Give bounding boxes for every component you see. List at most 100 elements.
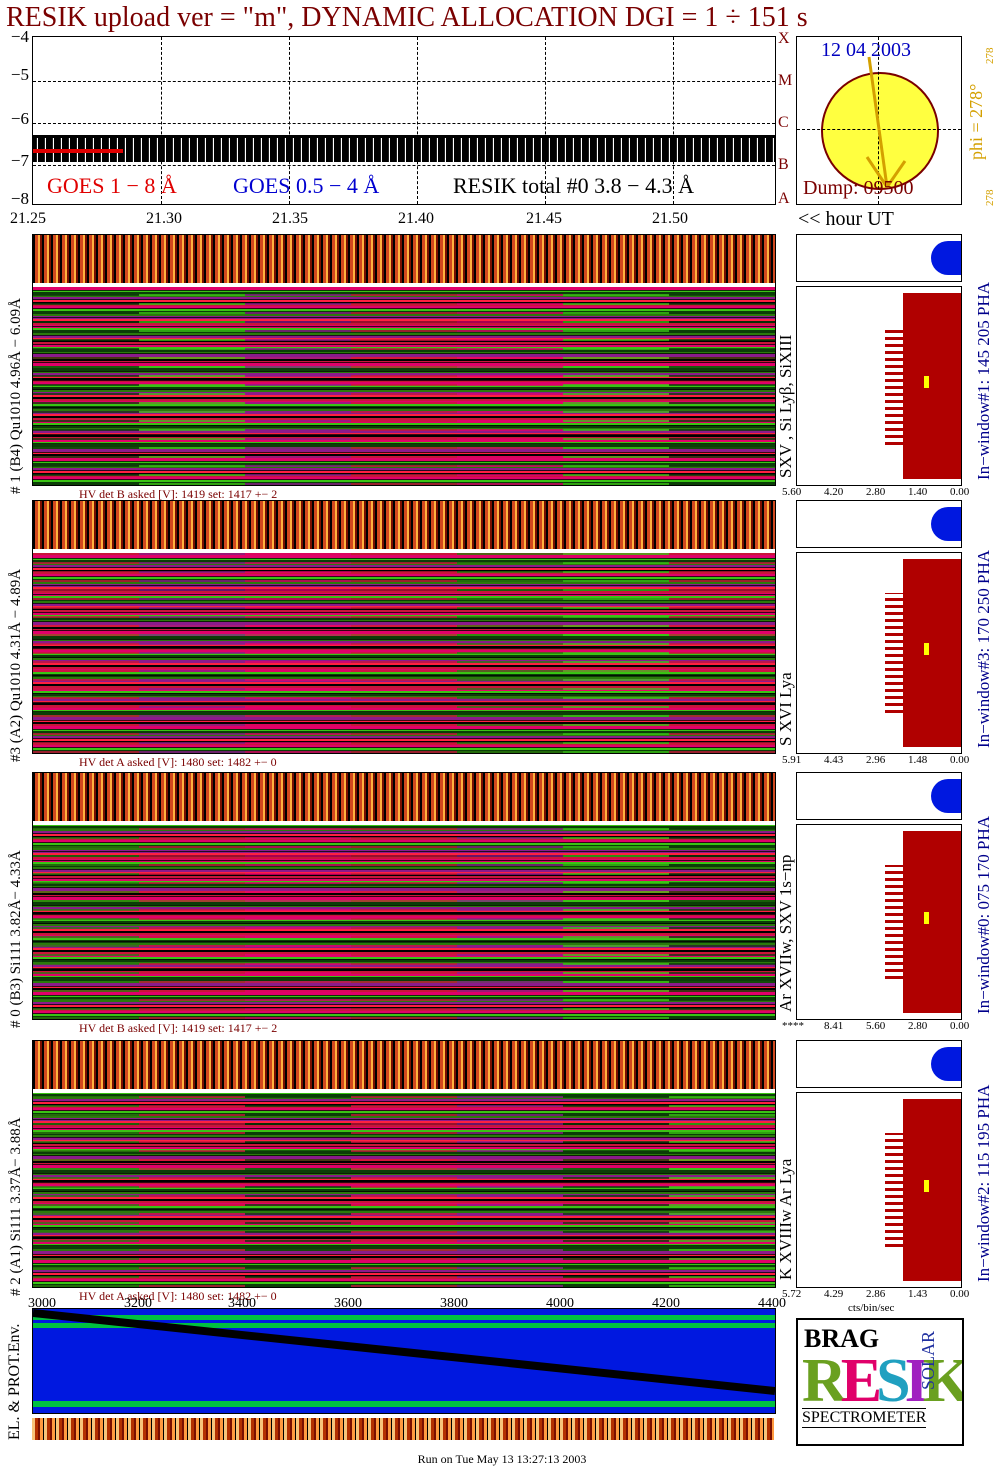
detector-label: # 1 (B4) Qu1010 4.96Å − 6.09Å bbox=[8, 298, 24, 494]
logo-solar: SOLAR bbox=[918, 1330, 938, 1390]
spectrum-bands bbox=[33, 1093, 775, 1287]
histogram-tick: 2.80 bbox=[908, 1020, 928, 1032]
time-block bbox=[563, 1093, 669, 1287]
histogram-tick: 1.48 bbox=[908, 754, 928, 766]
time-block bbox=[33, 825, 139, 1019]
y-tick: −7 bbox=[10, 151, 29, 170]
y-tick: −5 bbox=[10, 65, 29, 84]
histogram-tick: 0.00 bbox=[950, 1020, 970, 1032]
histogram-tick: 4.43 bbox=[824, 754, 844, 766]
time-block bbox=[351, 1093, 457, 1287]
x-tick: 21.45 bbox=[526, 210, 562, 227]
x-tick: 21.35 bbox=[272, 210, 308, 227]
histogram-tick: 2.86 bbox=[866, 1288, 886, 1300]
time-block bbox=[669, 287, 775, 485]
spectrum-histogram bbox=[796, 552, 962, 754]
phi-small-bottom: 278 bbox=[984, 189, 996, 207]
count-rate-strip bbox=[33, 773, 775, 821]
time-block bbox=[457, 1093, 563, 1287]
env-x-tick: 3000 bbox=[28, 1296, 56, 1311]
x-tick: 21.50 bbox=[652, 210, 688, 227]
count-rate-strip bbox=[33, 501, 775, 549]
histogram-tick: 8.41 bbox=[824, 1020, 844, 1032]
time-block bbox=[457, 825, 563, 1019]
in-window-label: In−window#0: 075 170 PHA bbox=[974, 815, 993, 1014]
hv-status: HV det B asked [V]: 1419 set: 1417 +− 2 bbox=[79, 1021, 278, 1035]
histogram-tick: **** bbox=[782, 1020, 804, 1032]
env-x-tick: 4000 bbox=[546, 1296, 574, 1311]
thermo-strip bbox=[32, 1418, 774, 1440]
histogram-tick: 5.60 bbox=[782, 486, 802, 498]
spectrum-panel: HV det B asked [V]: 1419 set: 1417 +− 2 bbox=[32, 234, 776, 501]
class-m: M bbox=[778, 72, 793, 89]
resik-logo: BRAG RESIK SOLAR SPECTROMETER bbox=[796, 1318, 964, 1446]
histogram-tick: 5.60 bbox=[866, 1020, 886, 1032]
histogram-tick: 4.20 bbox=[824, 486, 844, 498]
histogram-tick: 1.40 bbox=[908, 486, 928, 498]
class-a: A bbox=[778, 190, 790, 207]
time-block bbox=[245, 825, 351, 1019]
time-block bbox=[351, 553, 457, 753]
x-tick: 21.25 bbox=[10, 210, 46, 227]
time-block bbox=[563, 553, 669, 753]
spectrum-histogram bbox=[796, 1092, 962, 1288]
x-tick: 21.40 bbox=[398, 210, 434, 227]
time-block bbox=[245, 553, 351, 753]
env-x-tick: 4400 bbox=[758, 1296, 786, 1311]
time-block bbox=[351, 825, 457, 1019]
goes-1-8-legend: GOES 1 − 8 Å bbox=[47, 173, 177, 198]
env-x-tick: 3800 bbox=[440, 1296, 468, 1311]
resik-total-trace bbox=[33, 135, 775, 162]
line-id-label: S XVI Lya bbox=[776, 672, 795, 746]
y-tick: −6 bbox=[10, 109, 29, 128]
logo-brag: BRAG bbox=[804, 1324, 880, 1353]
resik-total-legend: RESIK total #0 3.8 − 4.3 Å bbox=[453, 173, 694, 198]
time-block bbox=[33, 1093, 139, 1287]
line-id-label: Ar XVIIw, SXV 1s−np bbox=[776, 854, 795, 1012]
spectrum-histogram bbox=[796, 824, 962, 1020]
histogram-tick: 2.96 bbox=[866, 754, 886, 766]
spectrum-bands bbox=[33, 287, 775, 485]
time-block bbox=[563, 287, 669, 485]
histogram-tick: 5.91 bbox=[782, 754, 802, 766]
hv-status: HV det B asked [V]: 1419 set: 1417 +− 2 bbox=[79, 487, 278, 501]
env-x-axis: 3000 3200 3400 3600 3800 4000 4200 4400 bbox=[28, 1296, 788, 1311]
detector-label: #3 (A2) Qu1010 4.31Å − 4.89Å bbox=[8, 568, 24, 762]
env-panel bbox=[32, 1308, 776, 1414]
spectrum-panel: HV det A asked [V]: 1480 set: 1482 +− 0 bbox=[32, 500, 776, 769]
x-tick: 21.30 bbox=[146, 210, 182, 227]
env-trace bbox=[33, 1309, 775, 1395]
detector-label: # 0 (B3) Si111 3.82Å− 4.33Å bbox=[8, 850, 24, 1028]
pointing-arrow bbox=[865, 56, 907, 188]
phi-label: phi = 278° bbox=[966, 83, 986, 160]
date-label: 12 04 2003 bbox=[821, 39, 911, 61]
histogram-tick: 0.00 bbox=[950, 754, 970, 766]
histogram-tick: 2.80 bbox=[866, 486, 886, 498]
time-block bbox=[669, 825, 775, 1019]
footer-run-info: Run on Tue May 13 13:27:13 2003 bbox=[417, 1452, 587, 1466]
pha-histogram-small bbox=[796, 234, 962, 282]
line-id-label: K XVIIIw Ar Lya bbox=[776, 1158, 795, 1280]
time-block bbox=[563, 825, 669, 1019]
class-c: C bbox=[778, 114, 789, 131]
goes-1-8-trace bbox=[33, 149, 123, 153]
time-block bbox=[139, 825, 245, 1019]
detector-label: # 2 (A1) Si111 3.37Å− 3.88Å bbox=[8, 1117, 24, 1296]
in-window-label: In−window#1: 145 205 PHA bbox=[974, 281, 993, 480]
time-block bbox=[245, 287, 351, 485]
in-window-label: In−window#2: 115 195 PHA bbox=[974, 1084, 993, 1282]
histogram-tick: 4.29 bbox=[824, 1288, 844, 1300]
logo-resik: RESIK bbox=[802, 1347, 964, 1415]
phi-small-top: 278 bbox=[984, 47, 996, 65]
time-block bbox=[33, 553, 139, 753]
env-x-tick: 3200 bbox=[124, 1296, 152, 1311]
histogram-tick: 0.00 bbox=[950, 1288, 970, 1300]
hv-status: HV det A asked [V]: 1480 set: 1482 +− 0 bbox=[79, 755, 277, 769]
time-block bbox=[351, 287, 457, 485]
env-x-tick: 3600 bbox=[334, 1296, 362, 1311]
count-rate-strip bbox=[33, 235, 775, 283]
page-title: RESIK upload ver = "m", DYNAMIC ALLOCATI… bbox=[6, 2, 808, 33]
pha-histogram-small bbox=[796, 1040, 962, 1088]
class-x: X bbox=[778, 30, 790, 47]
dump-label: Dump: 09500 bbox=[803, 177, 914, 199]
